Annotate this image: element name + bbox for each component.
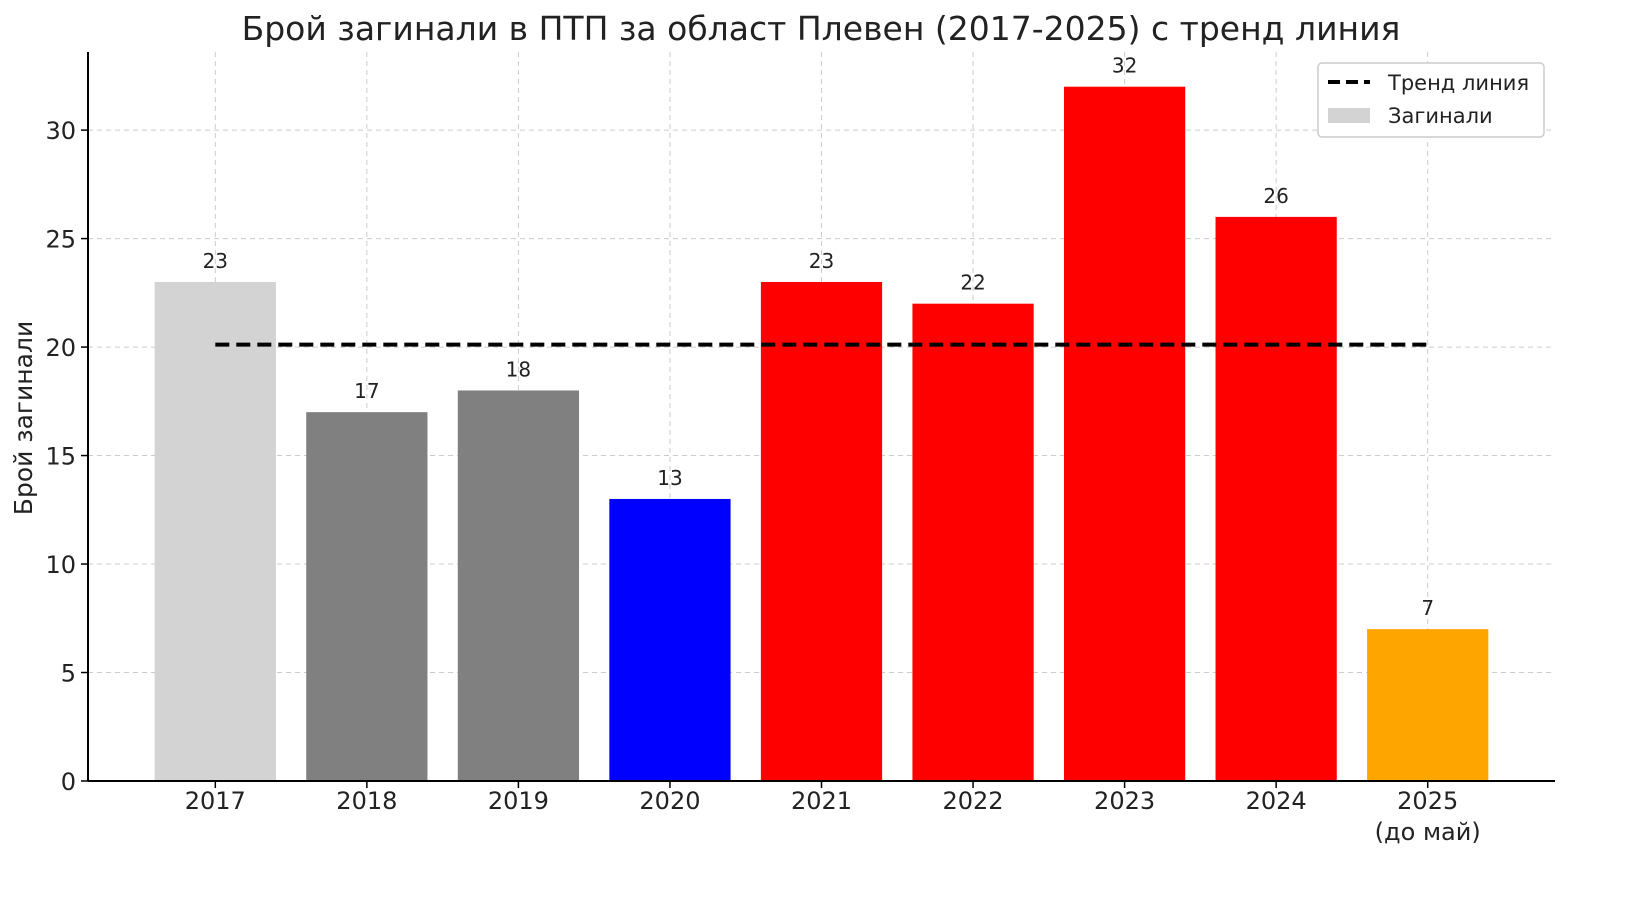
bar-7 [1215,216,1337,782]
y-tick-label: 20 [45,334,76,362]
y-tick-label: 30 [45,117,76,145]
y-tick-label: 25 [45,226,76,254]
y-tick-label: 15 [45,443,76,471]
bars [154,86,1489,782]
x-tick-label: 2020 [639,787,700,815]
data-label: 18 [506,357,531,381]
x-tick-label: 2017 [185,787,246,815]
y-tick-label: 0 [61,768,76,796]
axes [81,52,1555,788]
bar-3 [609,498,731,781]
data-label: 17 [354,379,379,403]
bar-2 [457,390,580,781]
y-tick-label: 5 [61,660,76,688]
x-tick-label: 2019 [488,787,549,815]
y-axis-label: Брой загинали [9,321,38,515]
bar-6 [1063,86,1186,781]
bar-8 [1367,629,1489,781]
x-tick-label: 2023 [1094,787,1155,815]
data-label: 26 [1263,184,1288,208]
data-label: 23 [203,249,228,273]
legend-deaths-swatch [1328,108,1370,123]
x-tick-label: 2021 [791,787,852,815]
data-labels: 23 17 18 13 23 22 32 26 7 [203,54,1434,620]
x-tick-label: (до май) [1375,818,1481,846]
data-label: 7 [1421,596,1434,620]
legend-deaths-label: Загинали [1388,104,1493,128]
bar-1 [306,412,428,781]
data-label: 23 [809,249,834,273]
x-tick-label: 2022 [943,787,1004,815]
data-label: 13 [657,466,682,490]
legend-box [1317,62,1545,138]
x-tick-label: 2018 [336,787,397,815]
bar-0 [154,281,276,781]
data-label: 32 [1112,54,1137,78]
x-tick-label: 2025 [1397,787,1458,815]
legend: Тренд линия Загинали [1317,62,1545,138]
legend-trend-label: Тренд линия [1387,71,1529,95]
data-label: 22 [960,271,985,295]
chart-title: Брой загинали в ПТП за област Плевен (20… [242,9,1401,48]
x-tick-label: 2024 [1246,787,1307,815]
bar-5 [912,303,1034,781]
y-tick-label: 10 [45,551,76,579]
bar-4 [760,281,883,781]
